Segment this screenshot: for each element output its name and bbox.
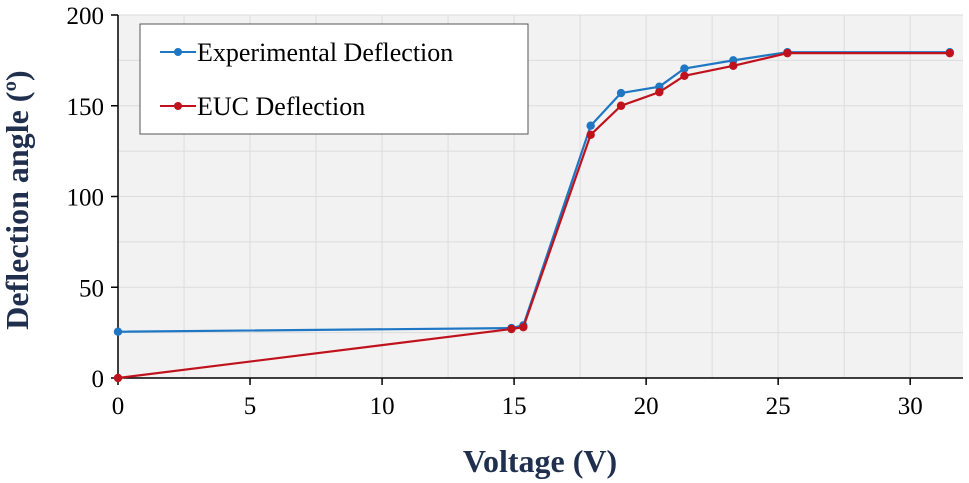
data-point-euc <box>680 71 689 81</box>
x-tick-label: 30 <box>898 393 923 420</box>
data-point-euc <box>586 130 595 139</box>
series-line-euc <box>117 52 950 380</box>
y-tick-label: 200 <box>67 3 105 30</box>
x-tick-label: 20 <box>634 393 659 420</box>
y-tick-label: 50 <box>79 275 104 302</box>
x-tick-label: 15 <box>502 393 527 420</box>
data-point-experimental <box>616 88 626 98</box>
series <box>113 48 954 383</box>
data-point-euc <box>507 324 516 334</box>
series-euc <box>113 48 954 383</box>
legend-marker-experimental <box>174 48 182 56</box>
legend-label-euc: EUC Deflection <box>197 92 365 121</box>
y-axis-title: Deflection angle (º) <box>0 70 35 329</box>
data-point-euc <box>945 48 954 58</box>
data-point-experimental <box>680 64 689 73</box>
x-tick-label: 0 <box>112 393 125 420</box>
data-point-euc <box>519 322 528 332</box>
x-tick-label: 5 <box>244 393 257 420</box>
data-point-euc <box>113 373 123 383</box>
data-point-euc <box>729 61 738 71</box>
data-point-euc <box>616 101 626 110</box>
ticks: 0 5 10 15 20 25 30 0 50 100 150 200 <box>67 3 923 420</box>
legend-box <box>139 23 529 135</box>
data-point-experimental <box>113 327 123 336</box>
y-tick-label: 100 <box>67 185 105 212</box>
legend-label-experimental: Experimental Deflection <box>197 38 453 67</box>
data-point-experimental <box>586 121 595 130</box>
legend: Experimental Deflection EUC Deflection <box>139 23 529 135</box>
y-tick-label: 0 <box>92 366 105 393</box>
data-point-euc <box>783 48 792 58</box>
x-axis-title: Voltage (V) <box>463 443 617 479</box>
series-line-experimental <box>117 51 950 333</box>
legend-marker-euc <box>174 102 182 110</box>
data-point-euc <box>655 87 664 97</box>
y-tick-label: 150 <box>67 94 105 121</box>
x-tick-label: 10 <box>370 393 395 420</box>
x-tick-label: 25 <box>766 393 791 420</box>
